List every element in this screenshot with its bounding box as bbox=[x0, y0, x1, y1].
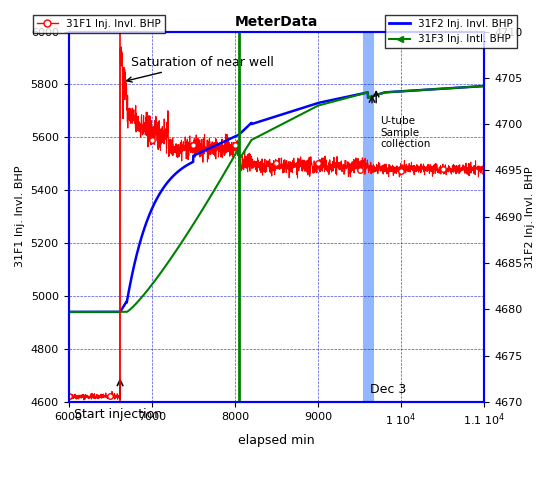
Legend: 31F1 Inj. Invl. BHP: 31F1 Inj. Invl. BHP bbox=[32, 15, 165, 33]
Text: Saturation of near well: Saturation of near well bbox=[127, 56, 274, 82]
Y-axis label: 31F2 Inj. Invl. BHP: 31F2 Inj. Invl. BHP bbox=[525, 166, 535, 267]
Y-axis label: 31F1 Inj. Invl. BHP: 31F1 Inj. Invl. BHP bbox=[15, 166, 25, 267]
Title: MeterData: MeterData bbox=[235, 15, 318, 29]
Legend: 31F2 Inj. Invl. BHP, 31F3 Inj. Intl. BHP: 31F2 Inj. Invl. BHP, 31F3 Inj. Intl. BHP bbox=[385, 15, 518, 49]
Text: U-tube
Sample
collection: U-tube Sample collection bbox=[380, 116, 431, 149]
X-axis label: elapsed min: elapsed min bbox=[238, 434, 315, 447]
Text: Dec 3: Dec 3 bbox=[370, 382, 406, 396]
Text: Start injection: Start injection bbox=[74, 408, 162, 421]
